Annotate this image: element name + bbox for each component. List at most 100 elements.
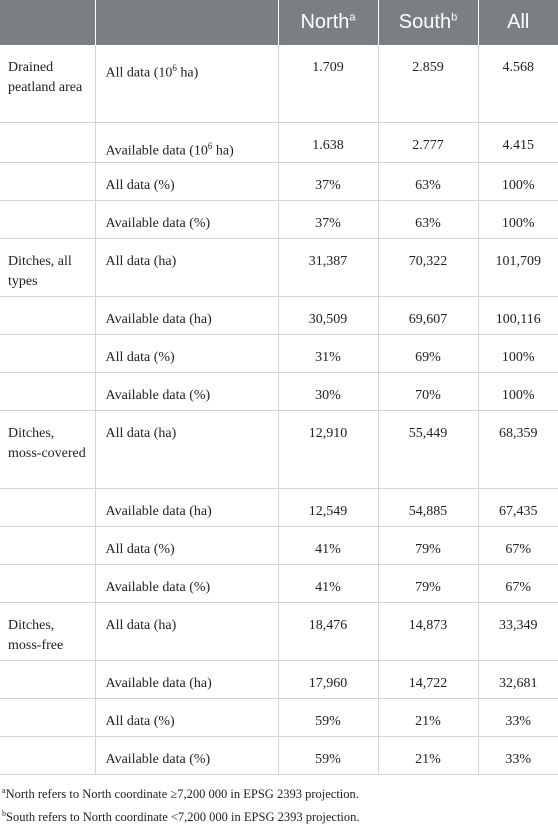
group-cell — [0, 698, 96, 737]
north-value-cell: 30,509 — [278, 296, 379, 335]
south-value-cell: 70,322 — [378, 237, 479, 297]
table-row: Drained peatland area All data (106 ha) 1.… — [0, 45, 558, 123]
north-value-cell: 30% — [278, 372, 379, 411]
label-cell: Available data (%) — [95, 564, 279, 603]
table-row: Available data (ha) 17,960 14,722 32,681 — [0, 660, 558, 699]
group-cell — [0, 526, 96, 565]
footnote-b-text: South refers to North coordinate <7,200 … — [6, 809, 360, 824]
label-cell: Available data (106 ha) — [95, 122, 279, 163]
north-value-cell: 37% — [278, 200, 379, 239]
header-north: Northa — [278, 0, 379, 45]
label-cell: All data (%) — [95, 526, 279, 565]
table-row: Ditches, moss-covered All data (ha) 12,910… — [0, 409, 558, 489]
north-value-cell: 18,476 — [278, 601, 379, 661]
group-cell — [0, 296, 96, 335]
label-text: Available data (10 — [105, 143, 208, 159]
footnotes: aNorth refers to North coordinate ≥7,200… — [0, 775, 558, 827]
group-cell: Drained peatland area — [0, 45, 96, 123]
south-value-cell: 2.859 — [378, 45, 479, 123]
header-south: Southb — [378, 0, 479, 45]
south-value-cell: 63% — [378, 200, 479, 239]
south-value-cell: 79% — [378, 564, 479, 603]
north-value-cell: 31,387 — [278, 237, 379, 297]
all-value-cell: 33% — [478, 698, 558, 737]
north-value-cell: 1.638 — [278, 122, 379, 163]
table-row: All data (%) 59% 21% 33% — [0, 698, 558, 737]
south-value-cell: 79% — [378, 526, 479, 565]
group-cell — [0, 334, 96, 373]
all-value-cell: 67% — [478, 526, 558, 565]
all-value-cell: 100,116 — [478, 296, 558, 335]
group-cell — [0, 660, 96, 699]
south-value-cell: 54,885 — [378, 488, 479, 527]
north-value-cell: 17,960 — [278, 660, 379, 699]
south-value-cell: 69,607 — [378, 296, 479, 335]
south-value-cell: 14,873 — [378, 601, 479, 661]
label-cell: Available data (%) — [95, 200, 279, 239]
all-value-cell: 100% — [478, 334, 558, 373]
table-row: Available data (%) 37% 63% 100% — [0, 200, 558, 239]
footnote-b: bSouth refers to North coordinate <7,200… — [2, 804, 558, 827]
label-cell: All data (ha) — [95, 409, 279, 489]
header-south-text: South — [398, 11, 452, 33]
north-value-cell: 1.709 — [278, 45, 379, 123]
group-cell: Ditches, all types — [0, 237, 96, 297]
group-cell — [0, 736, 96, 775]
south-value-cell: 70% — [378, 372, 479, 411]
footnote-a: aNorth refers to North coordinate ≥7,200… — [2, 781, 558, 804]
group-cell — [0, 122, 96, 163]
label-cell: All data (%) — [95, 334, 279, 373]
group-cell — [0, 564, 96, 603]
label-cell: All data (ha) — [95, 601, 279, 661]
south-value-cell: 63% — [378, 162, 479, 201]
south-value-cell: 14,722 — [378, 660, 479, 699]
header-empty-group — [0, 0, 96, 45]
table-row: Available data (%) 59% 21% 33% — [0, 736, 558, 775]
south-value-cell: 2.777 — [378, 122, 479, 163]
table-body: Drained peatland area All data (106 ha) 1.… — [0, 45, 558, 775]
table-row: All data (%) 31% 69% 100% — [0, 334, 558, 373]
label-cell: All data (%) — [95, 162, 279, 201]
label-unit: ha) — [176, 65, 199, 81]
north-value-cell: 59% — [278, 736, 379, 775]
table-row: All data (%) 41% 79% 67% — [0, 526, 558, 565]
footnote-a-text: North refers to North coordinate ≥7,200 … — [5, 786, 359, 801]
north-value-cell: 59% — [278, 698, 379, 737]
header-north-footnote-mark: a — [349, 11, 356, 24]
label-cell: Available data (ha) — [95, 488, 279, 527]
table-row: Available data (ha) 30,509 69,607 100,116 — [0, 296, 558, 335]
all-value-cell: 100% — [478, 372, 558, 411]
footnote-a-mark: a — [2, 785, 6, 795]
south-value-cell: 21% — [378, 736, 479, 775]
north-value-cell: 12,910 — [278, 409, 379, 489]
label-cell: All data (106 ha) — [95, 45, 279, 123]
label-exponent: 6 — [207, 141, 213, 151]
north-value-cell: 12,549 — [278, 488, 379, 527]
all-value-cell: 101,709 — [478, 237, 558, 297]
label-cell: Available data (%) — [95, 736, 279, 775]
header-south-footnote-mark: b — [451, 11, 458, 24]
table-row: All data (%) 37% 63% 100% — [0, 162, 558, 201]
table-row: Available data (%) 30% 70% 100% — [0, 372, 558, 411]
footnote-b-mark: b — [2, 808, 6, 818]
label-exponent: 6 — [172, 63, 177, 73]
label-cell: All data (%) — [95, 698, 279, 737]
table-header: Northa Southb All — [0, 0, 558, 45]
label-cell: All data (ha) — [95, 237, 279, 297]
label-cell: Available data (ha) — [95, 296, 279, 335]
table-row: Available data (106 ha) 1.638 2.777 4.415 — [0, 122, 558, 163]
group-cell — [0, 162, 96, 201]
group-cell — [0, 488, 96, 527]
south-value-cell: 55,449 — [378, 409, 479, 489]
north-value-cell: 41% — [278, 564, 379, 603]
data-table: Northa Southb All Drained peatland area A… — [0, 0, 558, 775]
all-value-cell: 67% — [478, 564, 558, 603]
table-row: Ditches, all types All data (ha) 31,387 70,… — [0, 237, 558, 297]
all-value-cell: 32,681 — [478, 660, 558, 699]
all-value-cell: 33,349 — [478, 601, 558, 661]
all-value-cell: 33% — [478, 736, 558, 775]
all-value-cell: 4.568 — [478, 45, 558, 123]
label-cell: Available data (ha) — [95, 660, 279, 699]
table-row: Ditches, moss-free All data (ha) 18,476 14,… — [0, 601, 558, 661]
header-north-text: North — [300, 11, 350, 33]
